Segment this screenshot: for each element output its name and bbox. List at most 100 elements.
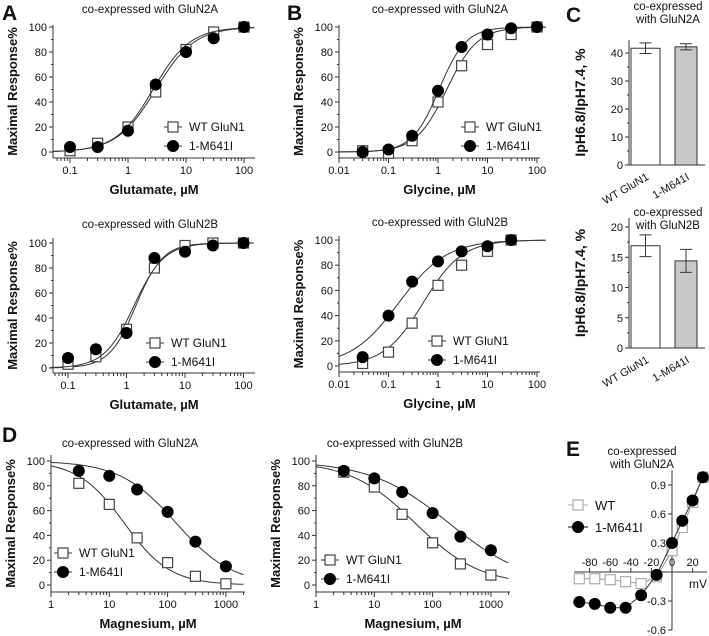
data-point-m641i (676, 514, 689, 527)
y-axis-label: Maximal Response% (268, 459, 283, 588)
data-point-m641i (696, 471, 709, 484)
data-point-m641i (426, 507, 439, 520)
fit-curve-m641i (50, 461, 244, 576)
data-point-m641i (180, 46, 192, 58)
data-point-m641i (406, 129, 419, 142)
x-tick-label: 100 (234, 380, 252, 392)
x-tick-label: 0.1 (381, 379, 396, 391)
data-point-wt (103, 498, 115, 510)
x-tick-label: 0 (669, 557, 675, 569)
iv-line-m641i (579, 477, 704, 609)
error-bar (680, 43, 692, 51)
data-point-wt (573, 573, 585, 585)
y-tick-label: 100 (292, 456, 310, 468)
y-tick-label: 40 (321, 311, 333, 323)
x-tick-label: 20 (686, 557, 698, 569)
x-tick-label: 10 (481, 379, 493, 391)
y-tick-label: 0 (617, 343, 623, 355)
data-point-m641i (72, 464, 85, 477)
data-point-m641i (650, 568, 663, 581)
y-axis-label: IpH6.8/IpH7.4, % (572, 228, 588, 337)
y-tick-label: 80 (321, 260, 333, 272)
y-axis-label: Maximal Response% (3, 459, 18, 588)
chart-title: with GluN2A (635, 14, 700, 26)
legend-marker-m641i (324, 573, 336, 585)
bar-m641i (674, 46, 698, 166)
data-point-wt (454, 558, 467, 570)
y-tick-label: 0 (327, 147, 333, 159)
data-point-m641i (122, 124, 134, 137)
legend-label: 1-M641I (79, 565, 123, 579)
x-tick-label: 1 (48, 599, 54, 611)
y-tick-label: 40 (611, 48, 623, 60)
y-tick-label: 10 (611, 283, 623, 295)
data-point-m641i (356, 351, 369, 364)
legend-label: WT GluN1 (346, 553, 402, 567)
data-point-m641i (573, 595, 586, 608)
data-point-m641i (62, 352, 74, 364)
data-point-m641i (382, 143, 395, 156)
legend-label: WT GluN1 (79, 546, 135, 560)
legend-marker-m641i (431, 354, 443, 366)
x-tick-label: 1 (435, 165, 441, 177)
data-point-m641i (531, 21, 543, 33)
y-tick-label: 60 (321, 72, 333, 84)
data-point-wt (396, 508, 408, 520)
chart-title: co-expressed (633, 1, 702, 13)
y-tick-label: 60 (35, 288, 47, 300)
data-point-m641i (454, 530, 467, 543)
y-tick-label: 100 (315, 235, 333, 247)
data-point-m641i (432, 255, 444, 268)
panel-label-c: C (566, 4, 581, 27)
data-point-m641i (206, 239, 219, 252)
y-axis-label: Maximal Response% (291, 239, 306, 368)
y-tick-label: 40 (321, 97, 333, 109)
y-tick-label: 80 (298, 481, 310, 493)
data-point-m641i (666, 536, 678, 549)
x-tick-label: 1 (313, 599, 319, 611)
data-point-m641i (149, 78, 162, 91)
data-point-wt (635, 578, 647, 590)
y-tick-label: 60 (298, 506, 310, 518)
x-axis-label: Glycine, µM (403, 182, 476, 197)
chart-title: co-expressed with GluN2A (62, 438, 198, 450)
data-point-wt (620, 576, 632, 588)
y-tick-label: 0 (41, 147, 47, 159)
y-tick-label: 30 (611, 76, 623, 88)
data-point-m641i (368, 472, 381, 485)
x-tick-label: 10 (481, 165, 493, 177)
data-point-m641i (481, 240, 494, 253)
fit-curve-m641i (50, 242, 254, 368)
x-tick-label: 1000 (479, 599, 503, 611)
chart-title: co-expressed with GluN2B (82, 219, 218, 231)
y-axis-label: Maximal Response% (291, 27, 306, 156)
data-point-m641i (148, 252, 161, 264)
y-tick-label: 40 (33, 530, 45, 542)
legend-marker-wt (167, 121, 179, 133)
data-point-wt (604, 574, 616, 586)
y-tick-label: -0.3 (647, 596, 666, 608)
data-point-m641i (131, 483, 144, 496)
fit-curve-m641i (315, 464, 509, 564)
x-axis-label: Magnesium, µM (99, 616, 196, 631)
x-tick-label: 10 (368, 599, 380, 611)
data-point-m641i (455, 245, 468, 258)
data-point-m641i (161, 505, 174, 518)
x-tick-label: 100 (235, 165, 253, 177)
x-axis-label: Glycine, µM (403, 396, 476, 411)
chart-title: co-expressed (633, 207, 702, 219)
legend-label: WT GluN1 (453, 334, 509, 348)
legend-label: WT GluN1 (189, 120, 245, 134)
y-tick-label: 0 (617, 160, 623, 172)
x-tick-label: 1 (125, 165, 131, 177)
x-tick-label: -60 (602, 557, 618, 569)
data-point-m641i (89, 343, 102, 356)
x-category-label: 1-M641I (651, 171, 692, 202)
data-point-m641i (207, 32, 220, 45)
data-point-m641i (432, 84, 444, 97)
x-tick-label: 10 (103, 599, 115, 611)
data-point-m641i (103, 469, 116, 482)
y-tick-label: 15 (611, 252, 623, 264)
legend-marker-m641i (572, 521, 584, 533)
